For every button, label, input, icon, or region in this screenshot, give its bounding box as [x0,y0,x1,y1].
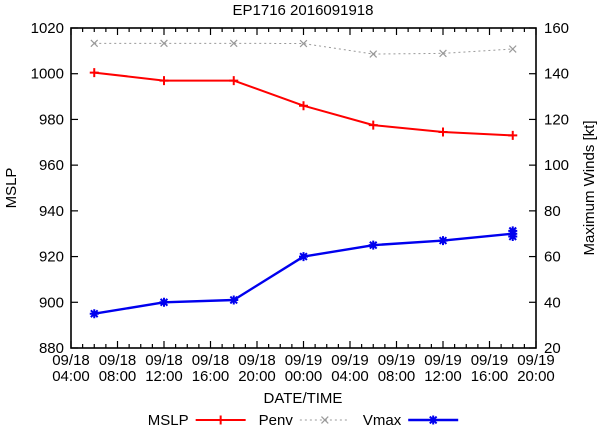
plus-marker [508,130,518,140]
y-left-tick-label: 880 [39,340,64,357]
x-tick-label-date: 09/18 [238,352,276,369]
x-tick-label-date: 09/18 [99,352,137,369]
x-tick-label-time: 04:00 [331,368,369,385]
y-left-tick-label: 980 [39,111,64,128]
legend: MSLP Penv Vmax [148,412,459,429]
x-tick-label-date: 09/19 [424,352,462,369]
left-axis-title: MSLP [3,168,20,209]
cross-marker [321,416,329,424]
legend-label-mslp: MSLP [148,412,189,429]
x-axis-title: DATE/TIME [264,390,343,407]
x-tick-label-date: 09/19 [517,352,555,369]
x-tick-label-time: 20:00 [238,368,276,385]
y-right-tick-label: 100 [544,157,569,174]
cross-marker [508,45,517,53]
cross-marker [299,39,308,48]
asterisk-marker [508,232,518,242]
chart-title: EP1716 2016091918 [233,2,374,19]
y-left-tick-label: 1020 [31,20,64,37]
asterisk-marker [368,240,378,250]
plus-marker [368,120,378,130]
plus-marker [159,76,169,86]
x-tick-label-date: 09/18 [145,352,183,369]
plus-marker [229,76,239,86]
x-tick-label-date: 09/19 [285,352,323,369]
x-tick-label-time: 00:00 [285,368,323,385]
y-right-tick-label: 40 [544,294,561,311]
plus-marker [299,101,308,111]
y-left-tick-label: 940 [39,203,64,220]
x-tick-label-time: 08:00 [378,368,416,385]
x-tick-label-time: 20:00 [517,368,555,385]
cross-marker [229,39,238,48]
series-line-vmax [94,232,513,315]
y-right-tick-label: 160 [544,20,569,37]
x-tick-label-time: 16:00 [471,368,509,385]
cross-marker [160,39,168,48]
plus-marker [216,415,226,425]
y-left-tick-label: 1000 [31,66,64,83]
y-left-tick-label: 920 [39,249,64,266]
x-tick-label-time: 12:00 [145,368,183,385]
asterisk-marker [89,309,99,319]
asterisk-marker [299,252,308,262]
y-left-tick-label: 900 [39,294,64,311]
y-right-tick-label: 120 [544,111,569,128]
x-tick-label-time: 04:00 [52,368,90,385]
x-tick-label-date: 09/19 [331,352,369,369]
plot-border [70,27,537,349]
cross-marker [90,39,99,48]
y-right-tick-label: 80 [544,203,561,220]
y-left-tick-label: 960 [39,157,64,174]
right-axis-title: Maximum Winds [kt] [581,120,598,255]
axes: 09/1804:0009/1808:0009/1812:0009/1816:00… [31,20,569,385]
x-tick-label-time: 12:00 [424,368,462,385]
x-tick-label-date: 09/19 [471,352,509,369]
cross-marker [369,50,378,58]
plus-marker [89,68,99,78]
legend-label-vmax: Vmax [363,412,402,429]
plus-marker [438,127,448,137]
x-tick-label-time: 16:00 [192,368,230,385]
asterisk-marker [159,297,169,307]
y-right-tick-label: 60 [544,249,561,266]
x-tick-label-date: 09/18 [52,352,90,369]
asterisk-marker [428,415,438,425]
asterisk-marker [229,295,239,305]
x-tick-label-date: 09/18 [192,352,230,369]
asterisk-marker [438,236,448,246]
asterisk-marker [508,226,518,236]
y-right-tick-label: 140 [544,66,569,83]
x-tick-label-time: 08:00 [99,368,137,385]
x-tick-label-date: 09/19 [378,352,416,369]
legend-label-penv: Penv [259,412,294,429]
series-lines [89,39,518,319]
series-line-penv [94,42,513,55]
y-right-tick-label: 20 [544,340,561,357]
cross-marker [439,49,447,58]
